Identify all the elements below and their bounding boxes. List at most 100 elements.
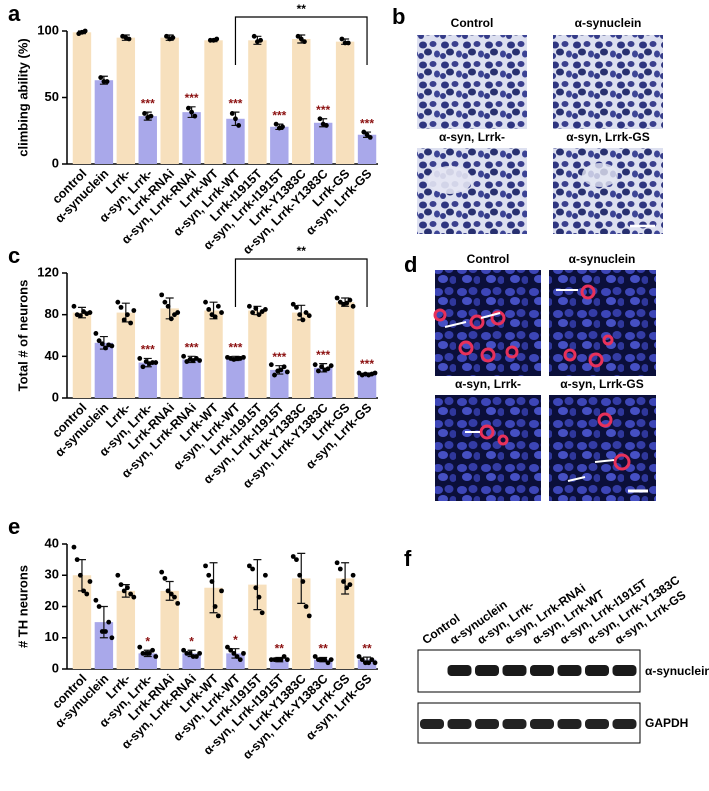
image-label: α-syn, Lrrk- — [455, 377, 521, 391]
data-point — [104, 79, 110, 84]
data-point — [109, 343, 115, 349]
data-point — [251, 33, 257, 39]
significance-label: ** — [319, 642, 329, 656]
data-point — [317, 116, 323, 122]
blot-band — [612, 719, 637, 729]
data-point — [280, 124, 285, 130]
data-point — [121, 317, 127, 323]
blot-band — [585, 719, 609, 729]
significance-label: *** — [272, 108, 286, 122]
panel-b: b Control α-synuclein α-syn, Lrrk- α-syn… — [392, 4, 663, 234]
data-point — [297, 572, 303, 578]
panel-letter: a — [8, 1, 21, 26]
data-point — [364, 132, 370, 138]
data-point — [225, 644, 230, 650]
data-point — [359, 657, 365, 663]
data-point — [165, 303, 171, 309]
data-point — [98, 75, 104, 80]
data-point — [209, 579, 215, 584]
y-tick-label: 30 — [45, 567, 59, 582]
image-label: α-syn, Lrrk- — [439, 130, 505, 144]
data-point — [172, 594, 177, 600]
data-point — [87, 579, 93, 584]
blot-band — [557, 719, 582, 729]
data-point — [125, 585, 130, 591]
bar — [160, 308, 179, 398]
data-point — [325, 366, 331, 372]
data-point — [290, 301, 296, 307]
data-point — [256, 312, 262, 318]
data-point — [128, 591, 134, 597]
data-point — [369, 657, 375, 663]
data-point — [297, 312, 303, 318]
data-point — [234, 654, 240, 659]
data-point — [278, 367, 284, 373]
bar — [204, 310, 223, 398]
image-label: α-syn, Lrrk-GS — [566, 130, 649, 144]
y-tick-label: 40 — [45, 535, 59, 550]
panel-d: d Control α-synuclein α-syn, Lrrk- α-syn… — [404, 252, 656, 501]
data-point — [344, 300, 350, 306]
data-point — [334, 560, 340, 566]
data-point — [229, 111, 235, 116]
panel-letter: f — [404, 546, 412, 571]
data-point — [82, 28, 88, 34]
data-point — [284, 657, 290, 663]
data-point — [71, 303, 77, 309]
data-point — [253, 585, 259, 591]
blot-band — [530, 719, 554, 729]
y-tick-label: 100 — [37, 22, 59, 37]
data-point — [347, 582, 353, 588]
data-point — [290, 554, 296, 559]
data-point — [278, 657, 284, 663]
error-bar — [209, 562, 218, 614]
vacuole — [582, 163, 618, 187]
blot-band — [502, 719, 527, 729]
data-point — [115, 572, 121, 578]
data-point — [93, 331, 99, 336]
bar — [138, 653, 157, 669]
data-point — [295, 33, 301, 39]
data-point — [339, 36, 345, 42]
data-point — [165, 588, 171, 594]
bar — [248, 310, 267, 398]
bar — [226, 118, 245, 164]
bar — [160, 590, 179, 669]
significance-label: *** — [141, 343, 155, 357]
data-point — [284, 369, 290, 375]
bar — [313, 122, 333, 164]
bar — [313, 659, 333, 669]
data-point — [164, 33, 169, 39]
data-point — [109, 635, 115, 641]
data-point — [344, 585, 350, 591]
data-point — [231, 650, 237, 656]
bar — [94, 622, 114, 669]
data-point — [256, 594, 262, 600]
data-point — [206, 572, 212, 578]
data-point — [306, 613, 312, 619]
panel-letter: d — [404, 252, 417, 277]
y-axis-label: climbing ability (%) — [15, 38, 30, 156]
data-point — [84, 591, 90, 597]
data-point — [153, 360, 159, 365]
data-point — [306, 313, 312, 319]
significance-label: *** — [228, 96, 242, 110]
micrograph — [553, 148, 663, 234]
panel-f: f α-synuclein GAPDH Controlα-synucleinα-… — [404, 546, 709, 744]
data-point — [118, 582, 124, 588]
data-point — [189, 109, 195, 115]
micrograph — [553, 35, 663, 129]
bar — [248, 40, 267, 165]
data-point — [71, 544, 77, 550]
data-point — [77, 313, 83, 319]
data-point — [150, 647, 155, 653]
significance-label: *** — [228, 341, 242, 355]
data-point — [294, 304, 299, 310]
data-point — [175, 600, 181, 606]
bar — [72, 575, 92, 669]
data-point — [153, 654, 159, 659]
significance-label: *** — [360, 116, 374, 130]
bar — [292, 38, 311, 165]
data-point — [350, 303, 356, 309]
data-point — [148, 113, 154, 119]
